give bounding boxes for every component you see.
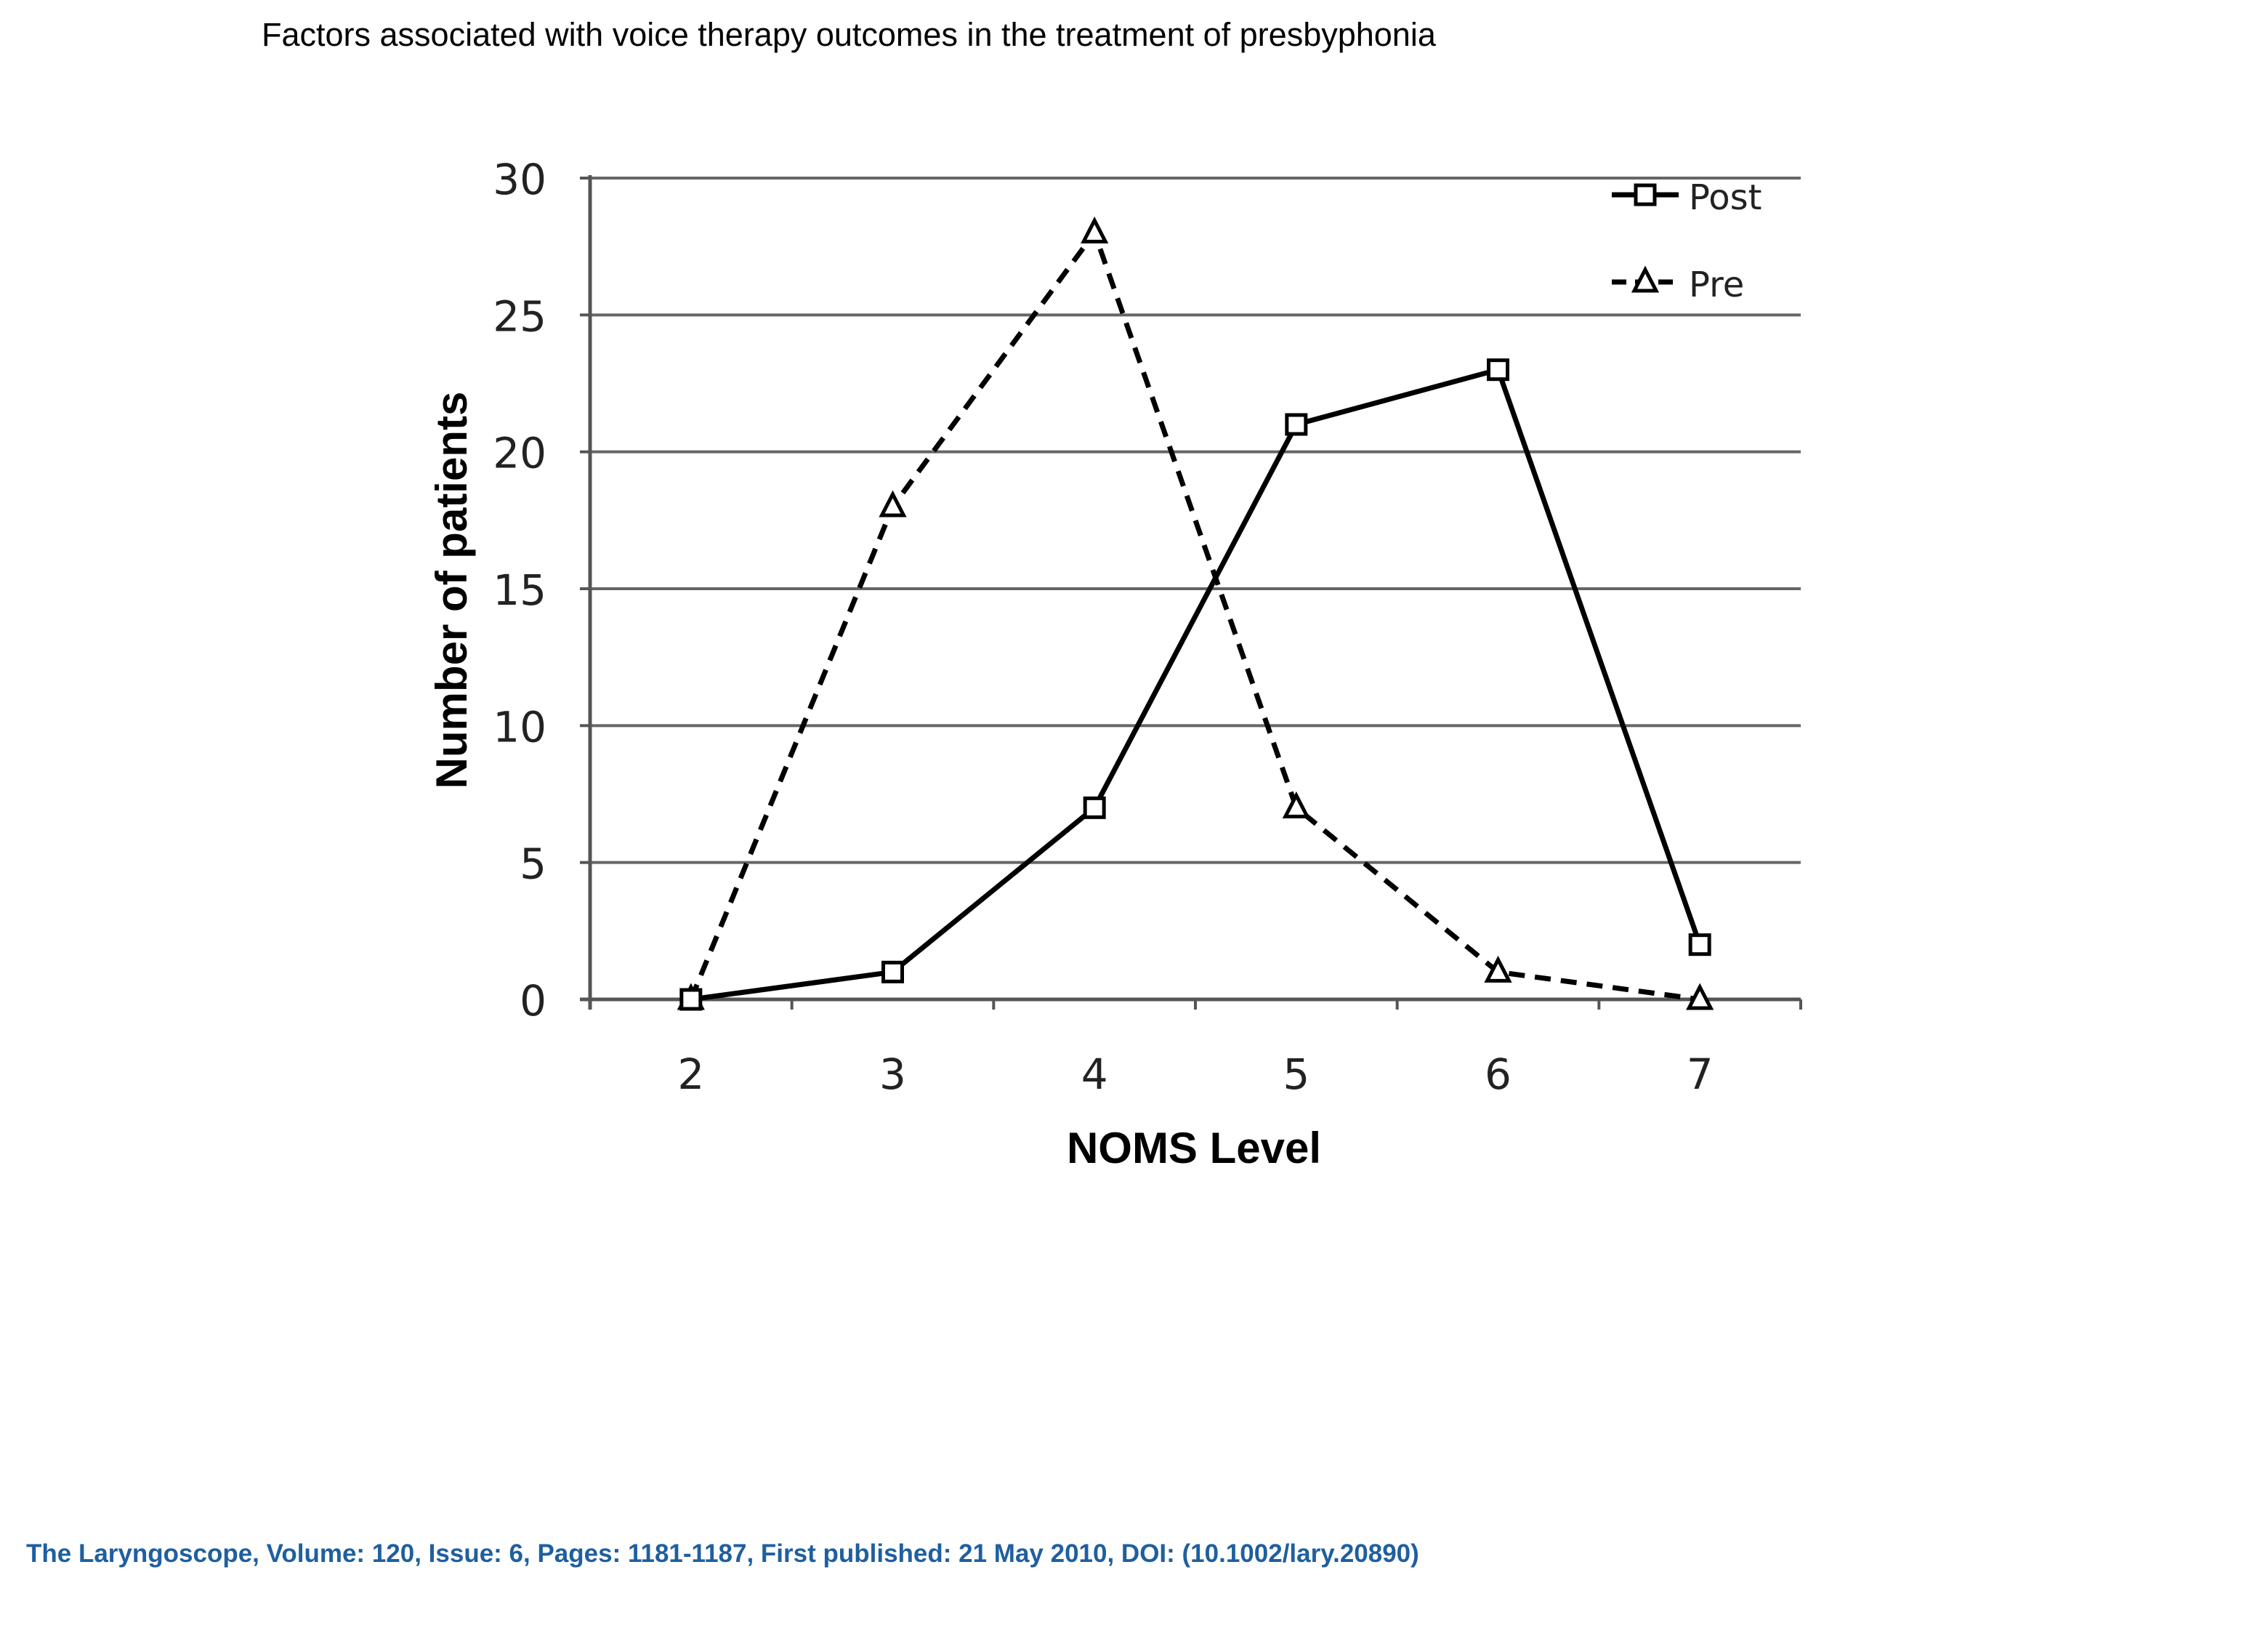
data-point-post — [679, 988, 703, 1011]
gridlines — [590, 177, 1801, 864]
y-tick-label: 25 — [493, 291, 546, 341]
x-tick-label: 7 — [1687, 1050, 1714, 1099]
citation: The Laryngoscope, Volume: 120, Issue: 6,… — [26, 1539, 1419, 1568]
y-tick-label: 0 — [520, 976, 546, 1026]
y-tick-labels: 0 5 10 15 20 25 30 — [493, 155, 546, 1026]
x-tick-label: 4 — [1081, 1050, 1108, 1099]
y-tick-label: 15 — [493, 565, 546, 615]
x-tick-label: 2 — [677, 1050, 704, 1099]
legend-label-pre: Pre — [1689, 265, 1744, 305]
y-tick-label: 5 — [520, 839, 546, 889]
y-tick-label: 20 — [493, 429, 546, 478]
data-point-post — [1487, 358, 1509, 382]
data-point-pre — [1686, 983, 1714, 1010]
data-point-pre — [1081, 216, 1109, 243]
y-tick-label: 10 — [493, 702, 546, 752]
legend: Post Pre — [1612, 177, 1761, 305]
data-point-post — [881, 960, 904, 983]
page-title: Factors associated with voice therapy ou… — [262, 16, 1436, 53]
data-point-post — [1083, 796, 1106, 819]
data-point-post — [1285, 413, 1308, 436]
x-tick-label: 3 — [879, 1050, 906, 1099]
y-axis-label: Number of patients — [427, 392, 476, 789]
legend-label-post: Post — [1689, 177, 1761, 218]
x-tick-label: 5 — [1283, 1050, 1309, 1099]
data-point-pre — [879, 490, 907, 518]
legend-marker-post — [1634, 183, 1657, 206]
series-lines — [677, 216, 1714, 1011]
data-point-post — [1688, 933, 1711, 957]
data-point-pre — [1484, 955, 1512, 983]
series-line-post — [690, 367, 1703, 1002]
x-tick-label: 6 — [1485, 1050, 1512, 1099]
x-axis-label: NOMS Level — [1067, 1124, 1321, 1172]
y-tick-label: 30 — [493, 155, 546, 204]
data-point-pre — [1282, 791, 1310, 818]
x-tick-labels: 2 3 4 5 6 7 — [677, 1050, 1713, 1099]
axes — [580, 175, 1802, 1010]
legend-marker-pre — [1631, 265, 1660, 293]
